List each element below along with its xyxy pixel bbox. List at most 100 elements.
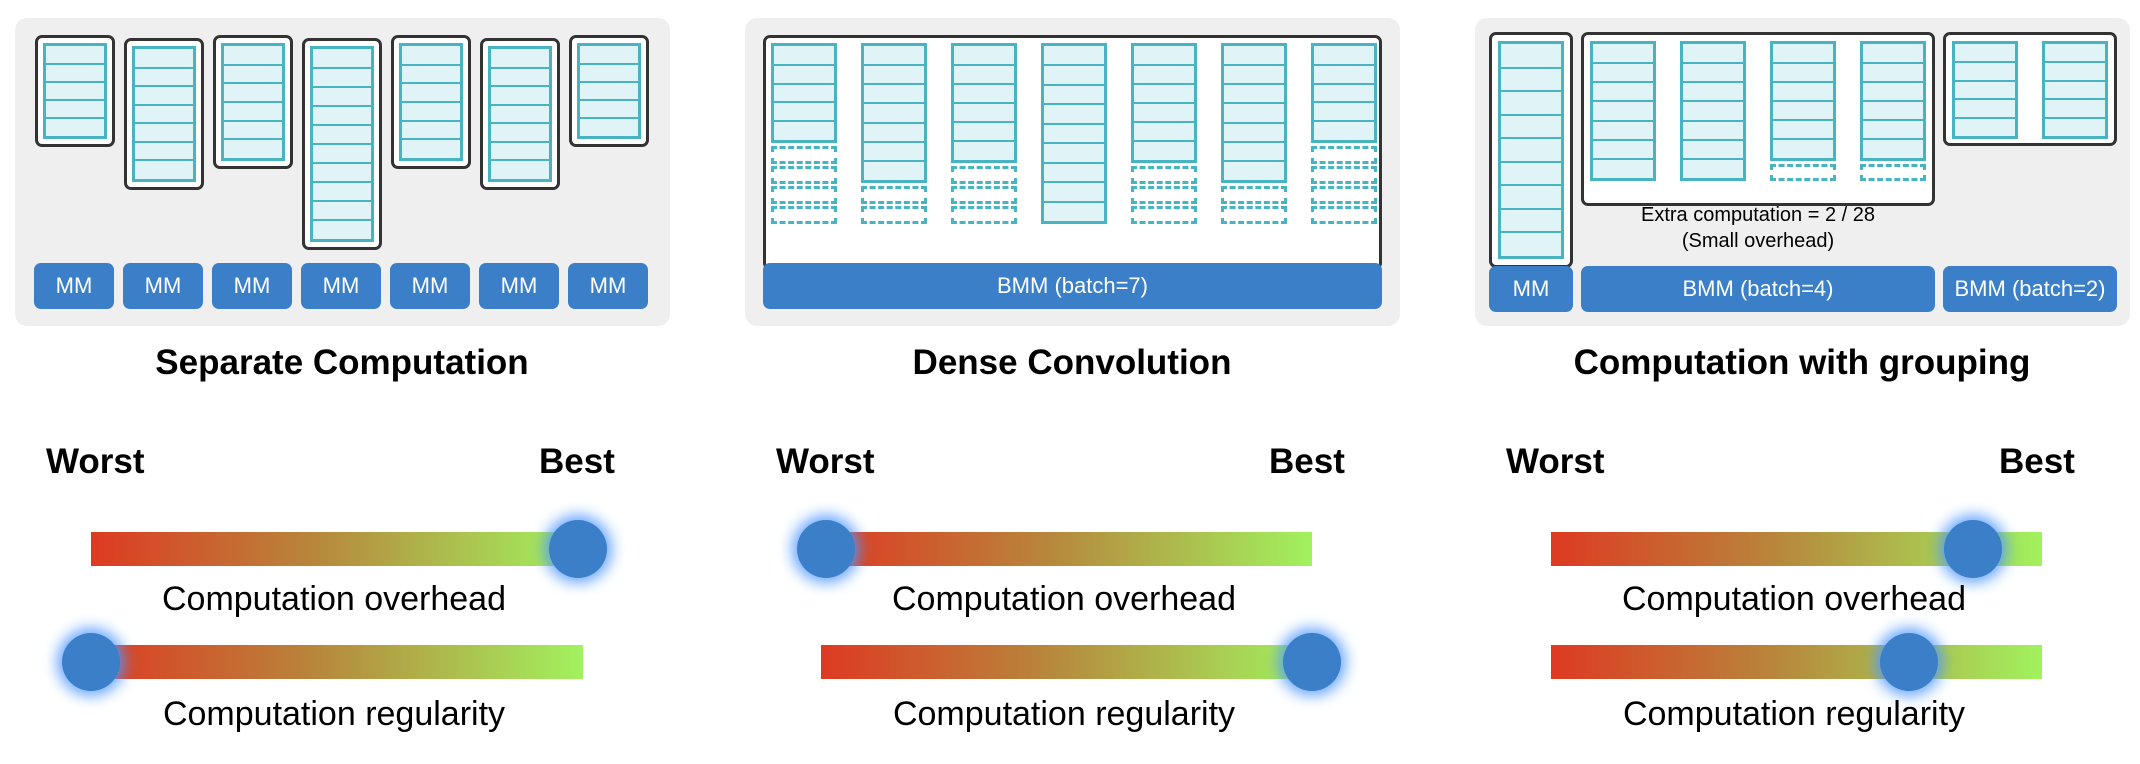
matrix-row-divider	[135, 122, 193, 125]
matrix-row-divider	[1863, 62, 1923, 64]
matrix-row-divider	[1773, 138, 1833, 140]
bmm-op: BMM (batch=7)	[763, 263, 1382, 309]
panel-title: Dense Convolution	[912, 343, 1232, 382]
matrix-row-divider	[1134, 121, 1194, 123]
matrix-row-divider	[1683, 100, 1743, 103]
overhead-slider-knob	[549, 520, 607, 578]
matrix-row-divider	[1044, 64, 1104, 67]
matrix-row-divider	[1224, 159, 1284, 162]
group-2	[124, 38, 204, 190]
padding-block	[951, 186, 1017, 204]
matrix-row-divider	[1773, 62, 1833, 64]
mm-op: MM	[301, 263, 381, 309]
separate-computation-panel: MM MM MM MM MM MM MM	[15, 18, 670, 326]
overhead-label: Computation overhead	[1621, 580, 1966, 618]
matrix-row-divider	[1593, 138, 1653, 141]
matrix	[1221, 43, 1287, 183]
panel-title: Computation with grouping	[1573, 343, 2031, 382]
matrix-row-divider	[1134, 64, 1194, 66]
matrix-row-divider	[1224, 140, 1284, 143]
regularity-slider-knob	[62, 633, 120, 691]
padding-block	[771, 166, 837, 184]
matrix	[1680, 41, 1746, 181]
matrix-row-divider	[1501, 90, 1561, 93]
matrix-row-divider	[864, 83, 924, 86]
note-line-1: Extra computation = 2 / 28	[1640, 204, 1876, 226]
matrix-row-divider	[491, 140, 549, 143]
matrix	[221, 43, 285, 161]
matrix-row-divider	[954, 102, 1014, 104]
matrix-row-divider	[1773, 119, 1833, 121]
matrix	[310, 46, 374, 242]
matrix-row-divider	[1863, 138, 1923, 140]
matrix	[951, 43, 1017, 163]
best-label: Best	[539, 442, 615, 481]
matrix-row-divider	[1044, 161, 1104, 164]
matrix-row-divider	[313, 124, 371, 126]
matrix-row-divider	[1314, 101, 1374, 104]
matrix-row-divider	[1314, 63, 1374, 66]
note-line-2: (Small overhead)	[1681, 230, 1835, 252]
matrix-row-divider	[491, 159, 549, 162]
matrix-row-divider	[1593, 119, 1653, 122]
dense-convolution-panel: BMM (batch=7)	[745, 18, 1400, 326]
extra-computation-note: Extra computation = 2 / 28 (Small overhe…	[1581, 202, 1935, 254]
group-5	[391, 35, 471, 169]
matrix-row-divider	[135, 159, 193, 162]
matrix-row-divider	[313, 200, 371, 202]
matrix-row-divider	[46, 117, 104, 119]
matrix-row-divider	[1683, 119, 1743, 122]
matrix-row-divider	[864, 64, 924, 67]
padding-block	[1131, 206, 1197, 224]
padding-block	[951, 206, 1017, 224]
matrix-row-divider	[135, 103, 193, 106]
matrix-row-divider	[1501, 184, 1561, 187]
matrix-row-divider	[580, 117, 638, 119]
matrix	[1952, 41, 2018, 139]
matrix-row-divider	[2045, 61, 2105, 64]
matrix-row-divider	[1134, 83, 1194, 85]
best-label: Best	[1999, 442, 2075, 481]
regularity-bar	[1551, 645, 2042, 679]
matrix-row-divider	[313, 162, 371, 164]
matrix-row-divider	[1224, 64, 1284, 67]
regularity-bar	[91, 645, 583, 679]
matrix-row-divider	[1683, 138, 1743, 141]
matrix-row-divider	[954, 140, 1014, 142]
padding-block	[861, 186, 927, 204]
group-batch-2	[1943, 32, 2117, 146]
bmm-batch-2-op: BMM (batch=2)	[1943, 266, 2117, 312]
padding-block	[1131, 186, 1197, 204]
panel-title: Separate Computation	[155, 343, 529, 382]
matrix-row-divider	[864, 159, 924, 162]
matrix	[2042, 41, 2108, 139]
matrix-row-divider	[1863, 119, 1923, 121]
matrix-row-divider	[135, 85, 193, 88]
matrix-row-divider	[402, 119, 460, 122]
matrix-row-divider	[774, 63, 834, 66]
matrix-row-divider	[1501, 66, 1561, 69]
matrix-row-divider	[313, 105, 371, 107]
matrix-row-divider	[491, 122, 549, 125]
matrix-row-divider	[1044, 142, 1104, 145]
matrix-row-divider	[1593, 157, 1653, 160]
matrix	[1041, 43, 1107, 224]
overhead-bar	[826, 532, 1312, 566]
padding-block	[951, 166, 1017, 184]
matrix-row-divider	[1955, 79, 2015, 82]
batch-group	[763, 35, 1382, 270]
overhead-label: Computation overhead	[161, 580, 506, 618]
matrix-row-divider	[1501, 137, 1561, 140]
matrix-row-divider	[402, 63, 460, 66]
matrix-row-divider	[402, 82, 460, 85]
padding-block	[1131, 166, 1197, 184]
padding-block	[1311, 166, 1377, 184]
mm-op: MM	[34, 263, 114, 309]
regularity-slider-knob	[1283, 633, 1341, 691]
padding-block	[771, 146, 837, 164]
matrix	[43, 43, 107, 139]
matrix-row-divider	[46, 99, 104, 101]
matrix-row-divider	[580, 81, 638, 83]
regularity-bar	[821, 645, 1312, 679]
regularity-label: Computation regularity	[892, 695, 1236, 733]
